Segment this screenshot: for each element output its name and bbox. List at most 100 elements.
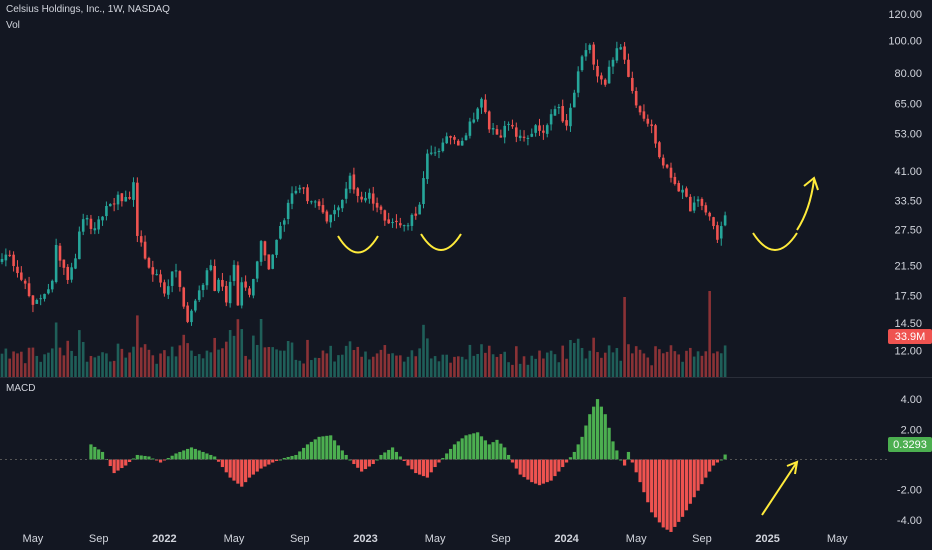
y-tick-label: 53.00 (894, 128, 922, 140)
x-tick-label: May (626, 533, 647, 545)
candle-body (205, 270, 209, 286)
candle-body (344, 188, 348, 199)
macd-bar (97, 449, 101, 460)
macd-bar (170, 455, 174, 460)
macd-bar (634, 459, 638, 473)
volume-bar (8, 358, 12, 377)
macd-bar (321, 436, 325, 460)
candle-body (611, 59, 615, 67)
macd-bar (305, 444, 310, 460)
volume-bar (399, 355, 402, 377)
candle-body (201, 284, 205, 291)
candle-body (20, 272, 23, 280)
candle-body (313, 201, 317, 203)
candle-body (627, 59, 630, 77)
x-tick-label: May (425, 533, 446, 545)
candle-body (661, 157, 665, 166)
candle-body (584, 50, 588, 57)
x-tick-label: 2022 (152, 533, 176, 545)
volume-bar (569, 340, 572, 377)
macd-bar (131, 458, 136, 460)
volume-bar (224, 341, 228, 377)
y-tick-label: 120.00 (888, 9, 922, 21)
candle-body (54, 244, 58, 282)
candle-body (333, 210, 336, 215)
volume-bar (282, 350, 286, 377)
macd-bar (564, 459, 569, 463)
candle-body (406, 225, 410, 227)
candle-body (480, 98, 483, 108)
volume-bar (596, 352, 599, 377)
macd-bar (534, 459, 538, 484)
volume-bar (252, 335, 255, 377)
macd-bar (120, 459, 124, 469)
volume-bar (213, 337, 216, 377)
volume-bar (124, 357, 128, 377)
candle-body (468, 121, 472, 136)
candle-body (124, 197, 128, 202)
volume-bar (325, 353, 329, 377)
candle-body (50, 280, 54, 290)
macd-bar (271, 459, 275, 463)
candle-body (600, 75, 603, 80)
candle-body (221, 280, 224, 287)
volume-bar (658, 349, 661, 377)
macd-bar (638, 459, 642, 483)
volume-bar (518, 363, 522, 377)
volume-bar (348, 341, 352, 377)
macd-bar (704, 459, 708, 478)
volume-bar (170, 346, 174, 377)
candle-body (89, 218, 93, 229)
candle-body (422, 178, 425, 205)
macd-bar (375, 459, 379, 461)
volume-bar (4, 348, 8, 377)
macd-bar (340, 450, 344, 460)
macd-bar (472, 433, 476, 460)
candle-body (449, 136, 452, 138)
volume-bar (290, 342, 294, 377)
volume-bar (364, 351, 367, 377)
volume-bar (642, 353, 646, 377)
volume-bar (634, 346, 638, 377)
macd-bar (615, 450, 619, 460)
candle-body (487, 111, 491, 130)
candle-body (433, 152, 437, 154)
macd-bar (425, 459, 429, 478)
macd-bar (89, 444, 93, 460)
macd-bar (518, 459, 522, 475)
volume-bar (128, 352, 131, 377)
candle-body (294, 190, 298, 194)
volume-bar (712, 353, 715, 377)
macd-bar (677, 459, 681, 522)
volume-bar (89, 355, 93, 377)
macd-bar (294, 454, 298, 460)
candle-body (534, 125, 537, 133)
candle-body (515, 127, 518, 137)
volume-bar (340, 354, 344, 377)
macd-bar (379, 454, 383, 460)
x-tick-label: Sep (89, 533, 109, 545)
volume-bar (31, 347, 35, 377)
macd-bar (545, 459, 549, 483)
candle-body (588, 45, 592, 50)
volume-bar (294, 359, 298, 377)
candle-body (429, 152, 433, 154)
macd-bar (282, 457, 286, 460)
candle-body (368, 192, 371, 199)
candle-body (681, 189, 684, 193)
candle-body (0, 258, 4, 262)
candle-body (561, 106, 565, 122)
volume-bar (371, 356, 375, 377)
candle-body (302, 187, 305, 189)
macd-bar (711, 459, 716, 466)
volume-bar (700, 355, 704, 377)
candle-body (186, 305, 189, 322)
volume-bar (271, 347, 274, 377)
macd-bar (247, 459, 252, 478)
candle-body (155, 274, 158, 276)
macd-bar (708, 459, 712, 472)
macd-bar (723, 454, 727, 460)
candle-body (240, 282, 244, 306)
arrow-head (803, 176, 819, 191)
